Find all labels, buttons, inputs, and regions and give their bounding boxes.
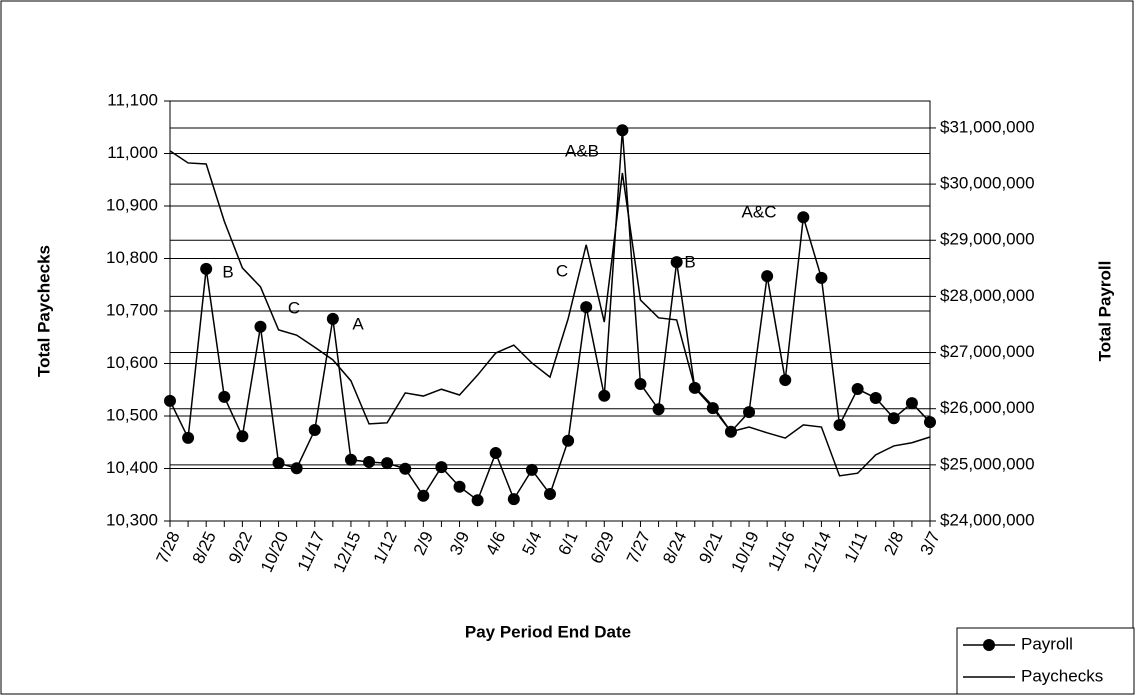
series-marker bbox=[544, 488, 556, 501]
series-marker bbox=[779, 374, 792, 387]
series-marker bbox=[308, 424, 321, 437]
series-marker bbox=[453, 480, 466, 493]
y-tick-label: 10,600 bbox=[106, 353, 158, 372]
y-tick-label: 11,100 bbox=[107, 90, 158, 109]
series-marker bbox=[363, 456, 376, 469]
annotation: A&B bbox=[565, 141, 599, 160]
series-marker bbox=[200, 262, 213, 275]
series-marker bbox=[797, 211, 810, 224]
y2-tick-label: $26,000,000 bbox=[940, 398, 1035, 417]
legend-label: Paychecks bbox=[1021, 666, 1103, 685]
y2-tick-label: $29,000,000 bbox=[940, 230, 1035, 249]
series-marker bbox=[164, 394, 176, 407]
series-marker bbox=[652, 403, 665, 416]
series-marker bbox=[272, 457, 285, 470]
series-marker bbox=[924, 416, 936, 429]
series-marker bbox=[869, 392, 882, 405]
annotation: B bbox=[684, 252, 695, 271]
y-tick-label: 10,400 bbox=[106, 458, 158, 477]
annotation: C bbox=[556, 261, 568, 280]
y-tick-label: 10,900 bbox=[106, 195, 158, 214]
y-tick-label: 10,800 bbox=[106, 248, 158, 267]
series-marker bbox=[761, 270, 774, 283]
series-marker bbox=[833, 418, 846, 431]
y2-axis-label: Total Payroll bbox=[1095, 261, 1114, 362]
series-marker bbox=[887, 412, 900, 425]
annotation: C bbox=[288, 298, 300, 317]
series-marker bbox=[905, 397, 918, 410]
series-marker bbox=[435, 461, 448, 474]
series-marker bbox=[851, 383, 864, 396]
y2-tick-label: $30,000,000 bbox=[940, 174, 1035, 193]
series-marker bbox=[507, 493, 520, 506]
series-marker bbox=[471, 494, 484, 507]
series-marker bbox=[670, 256, 683, 269]
series-marker bbox=[562, 434, 575, 447]
y2-tick-label: $27,000,000 bbox=[940, 342, 1035, 361]
series-marker bbox=[616, 124, 629, 137]
series-marker bbox=[182, 431, 195, 444]
y-tick-label: 10,300 bbox=[106, 510, 158, 529]
y2-tick-label: $25,000,000 bbox=[940, 454, 1035, 473]
y-axis-label: Total Paychecks bbox=[34, 245, 53, 377]
y-tick-label: 11,000 bbox=[107, 143, 158, 162]
series-marker bbox=[290, 462, 303, 475]
series-marker bbox=[525, 463, 538, 476]
y-tick-label: 10,700 bbox=[106, 300, 158, 319]
series-marker bbox=[417, 489, 430, 502]
legend-marker bbox=[983, 639, 995, 651]
series-marker bbox=[399, 462, 412, 475]
y2-tick-label: $28,000,000 bbox=[940, 286, 1035, 305]
y2-tick-label: $31,000,000 bbox=[940, 117, 1035, 136]
series-marker bbox=[489, 447, 502, 460]
series-line bbox=[169, 150, 931, 477]
series-marker bbox=[381, 457, 394, 470]
series-marker bbox=[743, 406, 756, 419]
annotation: A bbox=[352, 314, 364, 333]
x-axis-label: Pay Period End Date bbox=[465, 622, 631, 641]
series-marker bbox=[598, 389, 611, 402]
y2-tick-label: $24,000,000 bbox=[940, 510, 1035, 529]
annotation: A&C bbox=[742, 202, 777, 221]
series-marker bbox=[218, 390, 231, 403]
series-marker bbox=[634, 377, 647, 390]
series-marker bbox=[326, 312, 339, 325]
series-marker bbox=[236, 430, 249, 443]
y-tick-label: 10,500 bbox=[106, 405, 158, 424]
legend-box bbox=[956, 627, 1135, 695]
series-marker bbox=[254, 320, 267, 333]
annotation: B bbox=[222, 262, 233, 281]
series-marker bbox=[815, 271, 828, 284]
legend-label: Payroll bbox=[1021, 634, 1073, 653]
series-marker bbox=[344, 453, 357, 466]
series-marker bbox=[580, 301, 593, 314]
